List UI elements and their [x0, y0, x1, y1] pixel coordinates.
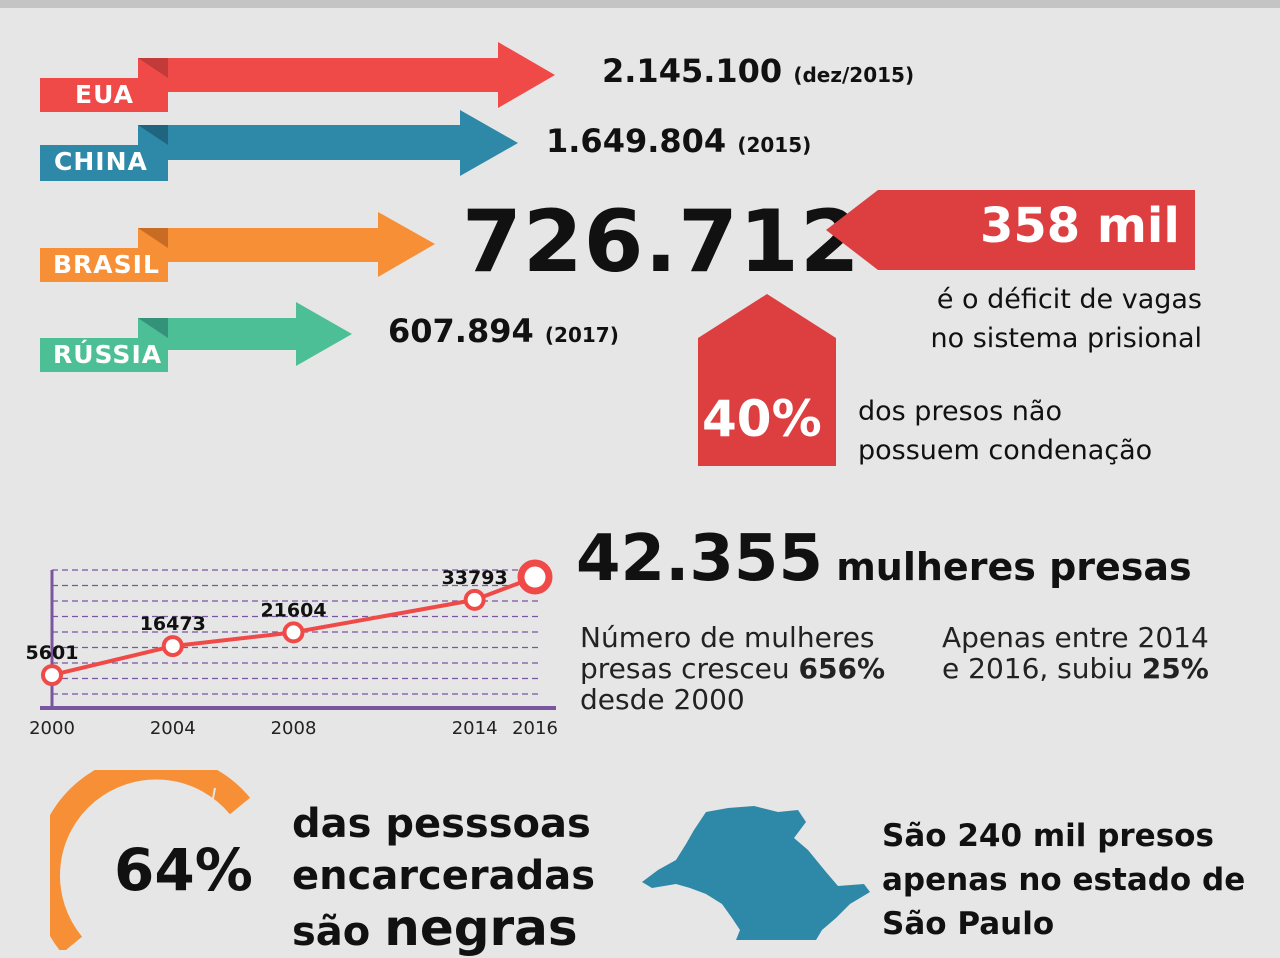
chart-x-tick-label: 2000 [29, 718, 75, 739]
label-russia: RÚSSIA [53, 340, 163, 369]
chart-x-tick-label: 2014 [452, 718, 498, 739]
label-brasil: BRASIL [53, 250, 160, 279]
women-label: mulheres presas [836, 545, 1192, 589]
race-ring [50, 770, 251, 950]
country-arrows [40, 42, 555, 372]
race-line3-a: são [292, 909, 371, 955]
women-text2-b: e 2016, subiu [942, 652, 1133, 685]
women-text1-line3: desde 2000 [580, 683, 745, 716]
sp-line1-b: 240 mil presos [957, 818, 1214, 854]
top-bar [0, 0, 1280, 8]
chart-point [282, 621, 305, 644]
chart-point [41, 664, 63, 687]
deficit-value: 358 mil [980, 198, 1180, 254]
sp-line1-a: São [882, 818, 947, 854]
value-russia-note: (2017) [544, 323, 619, 347]
value-china: 1.649.804 (2015) [546, 122, 811, 160]
value-russia-number: 607.894 [388, 312, 534, 350]
chart-point [161, 635, 184, 658]
chart-data-label: 21604 [260, 599, 326, 621]
chart-data-label: 5601 [26, 642, 79, 664]
chart-point [517, 559, 553, 595]
women-text1-line1: Número de mulheres [580, 621, 875, 654]
arrow-eua [40, 42, 555, 112]
value-china-note: (2015) [737, 133, 812, 157]
race-line3-em: negras [384, 899, 578, 957]
deficit-text: é o déficit de vagas no sistema prisiona… [931, 280, 1202, 358]
race-line2: encarceradas [292, 853, 596, 899]
chart-x-tick-label: 2016 [512, 718, 558, 739]
race-text: das pesssoas encarceradas são negras [292, 798, 595, 958]
unconvicted-value: 40% [702, 390, 822, 448]
unconvicted-shape [698, 294, 836, 466]
women-headline: 42.355 mulheres presas [576, 522, 1192, 596]
sao-paulo-text: São 240 mil presos apenas no estado de S… [882, 814, 1245, 946]
value-brasil: 726.712 [462, 192, 861, 292]
unconvicted-line1: dos presos não [858, 396, 1062, 427]
value-eua-number: 2.145.100 [602, 52, 783, 90]
women-text1-b: presas cresceu [580, 652, 790, 685]
arrow-china [40, 110, 518, 181]
chart-data-label: 33793 [442, 567, 508, 589]
women-line-chart: 5601 16473 21604 33793 2000 2004 2008 2014 2016 [26, 559, 558, 739]
deficit-line1: é o déficit de vagas [936, 284, 1202, 315]
sp-line2: apenas no estado de [882, 862, 1246, 898]
value-russia: 607.894 (2017) [388, 312, 619, 350]
sp-line3: São Paulo [882, 906, 1055, 942]
women-text2-line1: Apenas entre 2014 [942, 621, 1209, 654]
sao-paulo-map-icon [642, 806, 870, 940]
value-eua-note: (dez/2015) [793, 63, 915, 87]
unconvicted-line2: possuem condenação [858, 435, 1153, 466]
deficit-line2: no sistema prisional [930, 323, 1202, 354]
women-growth-text: Número de mulheres presas cresceu 656% d… [580, 622, 885, 715]
sp-line1: São 240 mil presos [882, 814, 1245, 858]
label-eua: EUA [75, 80, 134, 109]
race-line3: são negras [292, 902, 595, 958]
value-china-number: 1.649.804 [546, 122, 727, 160]
race-value: 64% [114, 836, 253, 904]
women-text2-line2: e 2016, subiu 25% [942, 653, 1209, 684]
arrow-russia [40, 302, 352, 372]
women-text2-pct: 25% [1141, 652, 1209, 685]
women-text1-pct: 656% [798, 652, 886, 685]
unconvicted-text: dos presos não possuem condenação [858, 392, 1152, 470]
women-number: 42.355 [576, 522, 823, 596]
label-china: CHINA [54, 147, 148, 176]
women-text1-line2: presas cresceu 656% [580, 653, 885, 684]
value-eua: 2.145.100 (dez/2015) [602, 52, 914, 90]
women-recent-text: Apenas entre 2014 e 2016, subiu 25% [942, 622, 1209, 684]
chart-x-tick-label: 2008 [271, 718, 317, 739]
chart-point [463, 588, 486, 611]
chart-data-label: 16473 [140, 613, 206, 635]
deficit-arrow [826, 190, 1195, 270]
race-line1: das pesssoas [292, 801, 591, 847]
chart-x-tick-label: 2004 [150, 718, 196, 739]
arrow-brasil [40, 212, 435, 282]
